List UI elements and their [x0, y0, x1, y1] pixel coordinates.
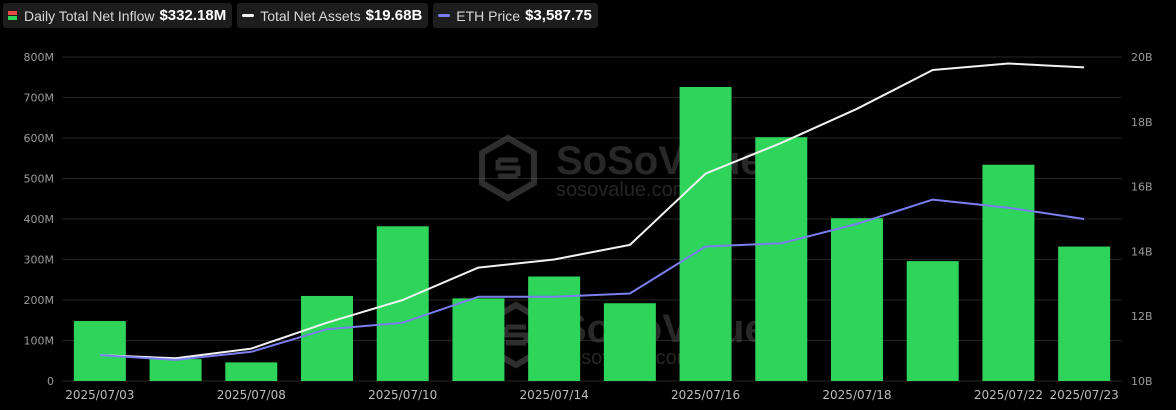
watermark-brand: SoSoValue — [556, 139, 763, 183]
x-axis-tick-label: 2025/07/03 — [65, 388, 134, 402]
inflow-bar — [603, 303, 656, 381]
left-axis-ticks: 0 100M 200M 300M 400M 500M 600M 700M 800M — [24, 51, 55, 388]
inflow-bar — [906, 261, 959, 381]
left-axis-tick-label: 100M — [24, 335, 55, 348]
left-axis-tick-label: 800M — [24, 51, 55, 64]
inflow-bar — [982, 164, 1035, 381]
legend-total-net-assets-value: $19.68B — [365, 7, 423, 24]
blue-line-swatch-icon — [438, 14, 451, 17]
legend-eth-price-value: $3,587.75 — [525, 7, 592, 24]
inflow-bar — [301, 295, 353, 381]
inflow-bar — [149, 359, 202, 381]
inflow-bar — [1058, 246, 1111, 381]
left-axis-tick-label: 400M — [24, 213, 55, 226]
right-axis-tick-label: 14B — [1131, 245, 1153, 258]
left-axis-tick-label: 300M — [24, 254, 55, 267]
legend-total-net-assets-label: Total Net Assets — [260, 7, 361, 24]
inflow-bar — [831, 218, 883, 381]
chart-legend: Daily Total Net Inflow $332.18M Total Ne… — [3, 3, 598, 28]
x-axis-tick-label: 2025/07/16 — [671, 388, 740, 402]
legend-net-inflow-value: $332.18M — [159, 7, 227, 24]
right-axis-tick-label: 16B — [1131, 181, 1153, 194]
inflow-bar — [225, 362, 278, 381]
right-axis-tick-label: 12B — [1131, 310, 1153, 323]
left-axis-tick-label: 500M — [24, 173, 55, 186]
legend-total-net-assets[interactable]: Total Net Assets $19.68B — [237, 3, 429, 28]
line-series — [99, 62, 1085, 361]
legend-net-inflow[interactable]: Daily Total Net Inflow $332.18M — [3, 3, 233, 28]
left-axis-tick-label: 200M — [24, 294, 55, 307]
inflow-bar — [755, 137, 808, 381]
total-net-assets-line — [99, 62, 1085, 360]
right-axis-tick-label: 10B — [1131, 375, 1153, 388]
eth-price-line — [99, 198, 1085, 361]
right-axis-ticks: 10B 12B 14B 16B 18B 20B — [1131, 51, 1153, 388]
left-axis-tick-label: 700M — [24, 92, 55, 105]
legend-eth-price[interactable]: ETH Price $3,587.75 — [433, 3, 598, 28]
x-axis-tick-label: 2025/07/22 — [974, 388, 1043, 402]
inflow-bar — [452, 298, 505, 381]
inflow-bar — [73, 321, 126, 381]
right-axis-tick-label: 18B — [1131, 116, 1153, 129]
inflow-bar — [528, 276, 581, 381]
x-axis-tick-label: 2025/07/18 — [822, 388, 891, 402]
right-axis-tick-label: 20B — [1131, 51, 1153, 64]
inflow-bars — [73, 86, 1111, 381]
watermark-url: sosovalue.com — [556, 179, 689, 201]
left-axis-tick-label: 600M — [24, 132, 55, 145]
inflow-bar — [376, 226, 429, 381]
watermark-logo-icon — [479, 134, 537, 202]
left-axis-tick-label: 0 — [47, 375, 54, 388]
inflow-bar — [679, 86, 732, 381]
watermark-brand-2: SoSoValue — [560, 307, 767, 351]
x-axis-tick-label: 2025/07/08 — [217, 388, 286, 402]
bar-swatch-icon — [8, 11, 17, 20]
legend-eth-price-label: ETH Price — [456, 7, 521, 24]
x-axis-ticks: 2025/07/03 2025/07/08 2025/07/10 2025/07/14… — [65, 388, 1118, 402]
x-axis-tick-label: 2025/07/14 — [520, 388, 589, 402]
x-axis-tick-label: 2025/07/23 — [1050, 388, 1119, 402]
white-line-swatch-icon — [242, 14, 255, 17]
legend-net-inflow-label: Daily Total Net Inflow — [24, 7, 155, 24]
x-axis-tick-label: 2025/07/10 — [368, 388, 437, 402]
